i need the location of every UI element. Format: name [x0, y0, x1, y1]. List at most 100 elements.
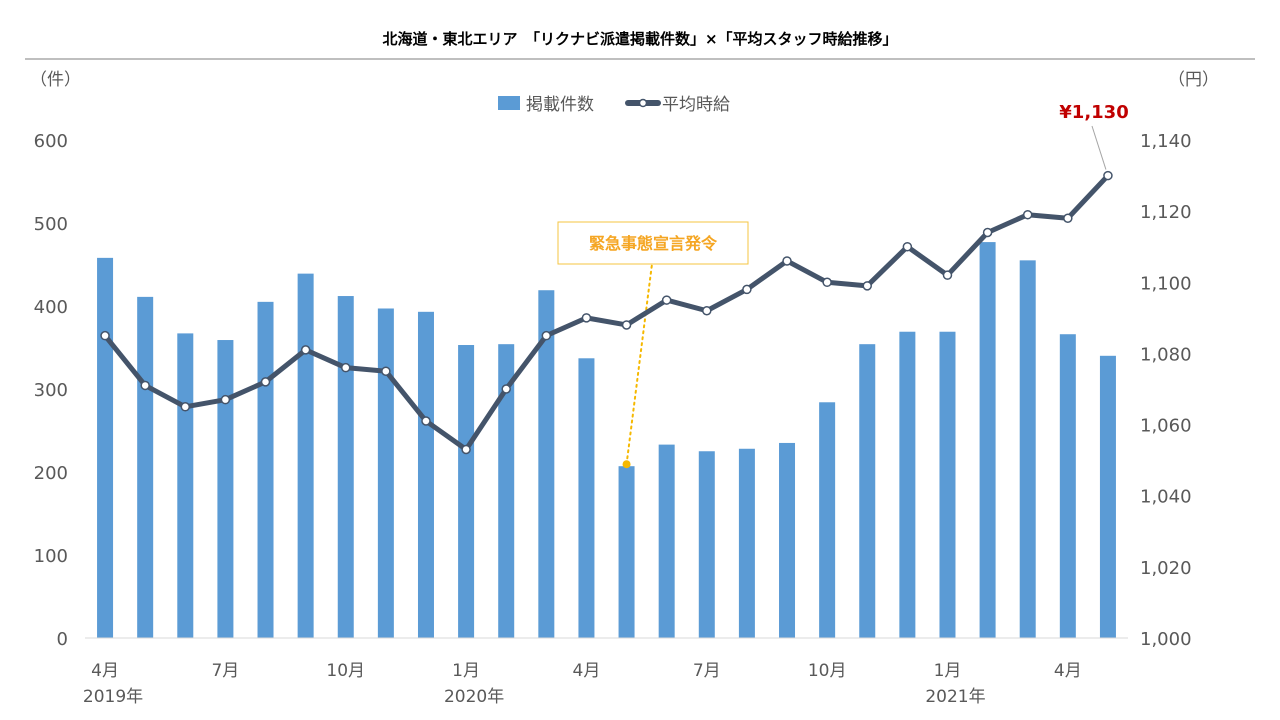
x-tick-year: 2019年 [83, 687, 143, 707]
left-tick-label: 500 [34, 214, 68, 235]
line-point [742, 284, 752, 295]
peak-label: ¥1,130 [1059, 102, 1128, 123]
x-tick-month: 10月 [326, 661, 365, 681]
legend-bar-swatch [498, 96, 520, 110]
bar [658, 444, 675, 638]
x-tick-month: 1月 [934, 661, 962, 681]
line-point [100, 330, 110, 341]
bar [819, 402, 836, 638]
wage-line [102, 173, 1111, 452]
line-point [661, 295, 672, 305]
x-tick-year: 2021年 [925, 687, 985, 707]
line-point [1103, 170, 1113, 181]
line-point [300, 345, 311, 355]
x-tick-year: 2020年 [444, 687, 504, 707]
left-tick-label: 200 [34, 463, 68, 484]
left-tick-label: 100 [34, 546, 68, 567]
peak-leader [1091, 125, 1107, 170]
line-point [782, 256, 792, 266]
bar [578, 358, 595, 638]
bar [618, 466, 635, 638]
right-tick-label: 1,120 [1140, 202, 1192, 223]
bar [458, 345, 475, 638]
line-point [421, 416, 431, 426]
bar [177, 333, 194, 638]
left-tick-label: 300 [34, 380, 68, 401]
peak-annotation: ¥1,130 [1059, 102, 1129, 170]
bar [257, 301, 274, 638]
legend: 掲載件数 平均時給 [498, 95, 730, 115]
callout-point [622, 460, 631, 469]
x-tick-month: 4月 [91, 661, 119, 681]
bar [498, 344, 515, 638]
line-point [541, 330, 552, 341]
bar [417, 311, 434, 638]
line-point [341, 362, 351, 373]
x-tick-month: 4月 [1054, 661, 1082, 681]
right-axis: 1,000 1,020 1,040 1,060 1,080 1,100 1,120 1,140 [1140, 131, 1192, 650]
bar [738, 448, 755, 638]
callout-box [557, 221, 749, 265]
legend-line-label: 平均時給 [662, 95, 730, 115]
line-point [501, 384, 511, 394]
bar [1099, 355, 1116, 638]
left-tick-label: 600 [34, 131, 68, 152]
bar [779, 442, 796, 638]
right-tick-label: 1,140 [1140, 131, 1192, 152]
line-point [621, 320, 632, 330]
right-tick-label: 1,020 [1140, 558, 1192, 579]
right-tick-label: 1,000 [1140, 629, 1192, 650]
bar [859, 344, 876, 638]
bar [297, 273, 314, 638]
line-point [982, 227, 993, 238]
legend-bar-label: 掲載件数 [526, 95, 594, 115]
bar-series [97, 242, 1116, 638]
callout-leader [625, 263, 653, 466]
line-point [180, 402, 191, 412]
x-tick-month: 1月 [452, 661, 480, 681]
bar [1019, 260, 1036, 638]
callout-label: 緊急事態宣言発令 [589, 234, 718, 253]
line-point [942, 270, 953, 280]
line-point [702, 305, 712, 316]
bar [377, 308, 394, 638]
bar [939, 331, 956, 638]
bar [979, 242, 996, 638]
line-point [220, 394, 231, 405]
bar [1059, 334, 1076, 638]
bar [538, 290, 555, 638]
line-point [822, 277, 832, 288]
line-point [140, 380, 150, 391]
bar [899, 331, 916, 638]
right-tick-label: 1,100 [1140, 273, 1192, 294]
x-tick-month: 4月 [573, 661, 601, 681]
bar [137, 296, 154, 638]
x-tick-month: 7月 [693, 661, 721, 681]
right-tick-label: 1,080 [1140, 344, 1192, 365]
line-point [902, 241, 913, 252]
left-axis-unit: （件） [30, 70, 81, 90]
line-point [1063, 213, 1073, 224]
x-tick-month: 7月 [211, 661, 239, 681]
left-tick-label: 0 [57, 629, 68, 650]
line-point [862, 281, 872, 291]
line-point [1022, 209, 1033, 220]
x-tick-month: 10月 [808, 661, 847, 681]
x-axis: 4月 2019年 7月 10月 1月 2020年 4月 7月 10月 1月 2021年 4月 [83, 661, 1082, 707]
line-point [260, 377, 271, 387]
legend-line-marker [638, 98, 648, 108]
right-axis-unit: （円） [1168, 70, 1219, 90]
right-tick-label: 1,040 [1140, 487, 1192, 508]
left-tick-label: 400 [34, 297, 68, 318]
emergency-callout: 緊急事態宣言発令 [557, 221, 749, 469]
bar [337, 296, 354, 638]
line-point [581, 313, 592, 323]
bar [217, 340, 234, 638]
left-axis: 0 100 200 300 400 500 600 [34, 131, 68, 650]
line-point [381, 366, 391, 376]
chart-title: 北海道・東北エリア 「リクナビ派遣掲載件数」×「平均スタッフ時給推移」 [382, 30, 897, 48]
right-tick-label: 1,060 [1140, 416, 1192, 437]
bar [698, 451, 715, 638]
bar [97, 257, 114, 638]
